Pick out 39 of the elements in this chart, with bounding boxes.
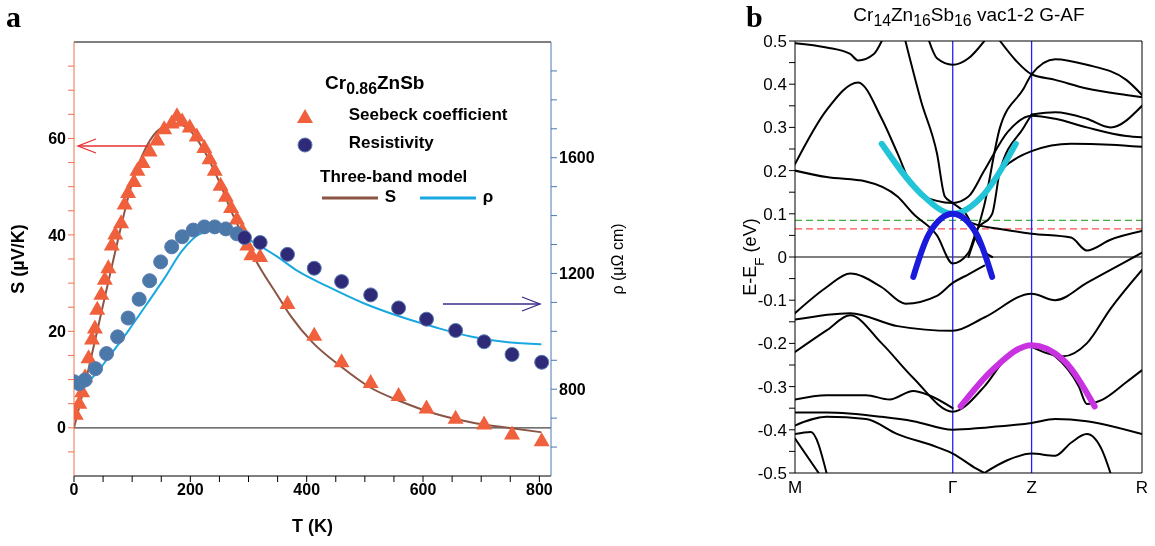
y2-tick-label: 1600: [559, 149, 595, 167]
y-tick-label: 20: [48, 323, 67, 341]
y-tick-label: -0.4: [757, 420, 787, 440]
y2-tick-label: 800: [559, 380, 586, 398]
x-tick-label: 800: [526, 481, 553, 499]
y-tick-label: 0: [777, 248, 787, 268]
legend-label: Seebeck coefficient: [348, 105, 508, 125]
text: a: [6, 0, 21, 34]
y-tick-label: 0.4: [763, 75, 787, 95]
x-tick-label: 200: [176, 481, 204, 499]
y2-tick-label: 1200: [559, 265, 595, 283]
y-tick-label: -0.3: [757, 377, 787, 397]
y-axis-title: S (µV/K): [8, 224, 28, 294]
x-tick-label: M: [787, 478, 803, 498]
legend-title: Three-band model: [320, 167, 469, 187]
y-tick-label: 0: [57, 419, 67, 437]
x-tick-label: R: [1135, 478, 1149, 498]
y-tick-label: -0.2: [757, 334, 787, 354]
y-tick-label: 0.1: [763, 204, 787, 224]
x-tick-label: Z: [1026, 478, 1037, 498]
text: Cr$_{0.86}$ZnSb: [325, 72, 425, 98]
y-tick-label: 0.3: [763, 118, 787, 138]
y-tick-label: -0.5: [757, 464, 787, 484]
x-axis-title: T (K): [292, 516, 333, 536]
y-tick-label: 40: [48, 226, 67, 244]
x-tick-label: 0: [69, 481, 79, 499]
y-tick-label: 0.5: [763, 32, 787, 52]
legend-label: Resistivity: [348, 133, 434, 153]
y2-axis-title: ρ (μΩ cm): [609, 223, 626, 295]
x-tick-label: 400: [293, 481, 321, 499]
x-tick-label: 600: [409, 481, 437, 499]
x-tick-label: Γ: [948, 478, 958, 498]
chart-title: Cr$_{14}$Zn$_{16}$Sb$_{16}$ vac1-2 G-AF: [852, 4, 1086, 30]
y-tick-label: -0.1: [757, 291, 787, 311]
y-tick-label: 60: [48, 130, 67, 148]
text: b: [746, 0, 763, 34]
legend-label: ρ: [482, 187, 494, 206]
y-tick-label: 0.2: [763, 161, 787, 181]
legend-label: S: [384, 187, 397, 206]
